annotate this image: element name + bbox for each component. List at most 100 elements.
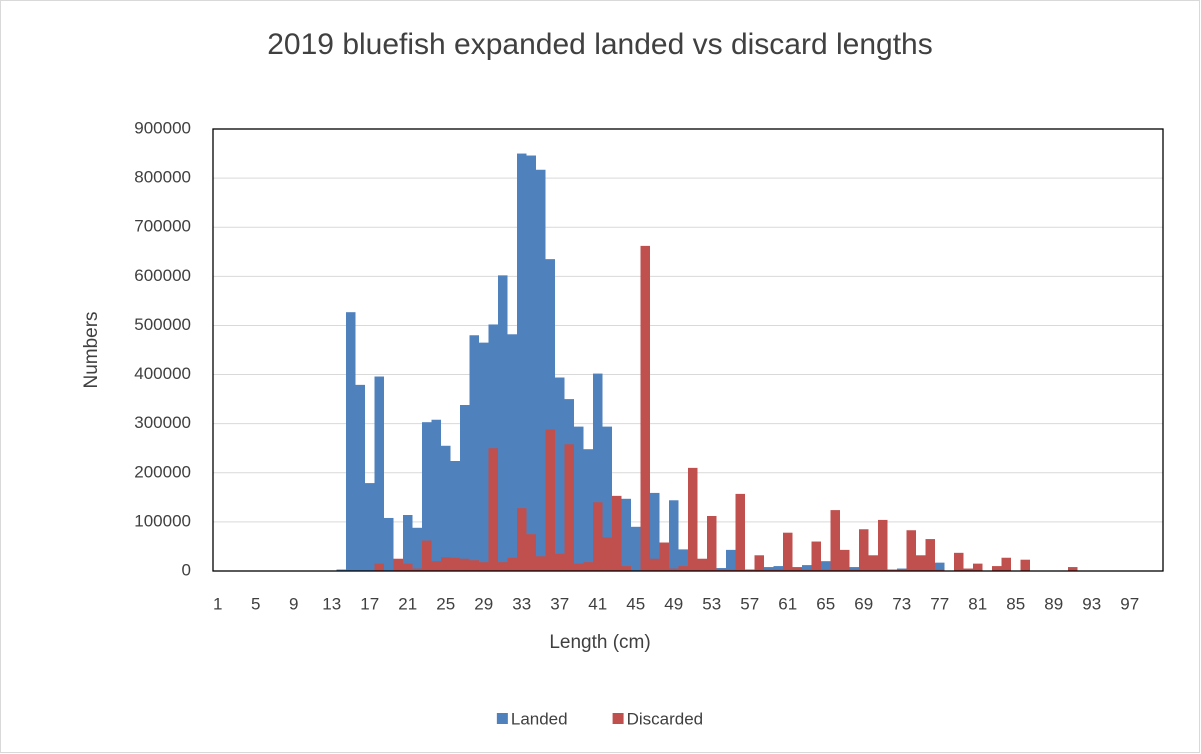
x-tick-label: 5 [251, 594, 260, 613]
x-tick-label: 37 [550, 594, 569, 613]
bar [963, 568, 973, 571]
bar [764, 569, 774, 571]
x-tick-label: 89 [1044, 594, 1063, 613]
bar [678, 549, 688, 571]
bar [992, 566, 1002, 571]
bar [868, 555, 878, 571]
bar [726, 569, 736, 571]
bar [916, 555, 926, 571]
bar [403, 515, 413, 571]
y-tick-label: 600000 [134, 266, 191, 285]
bar [1020, 559, 1030, 571]
y-tick-label: 200000 [134, 462, 191, 481]
bar [783, 532, 793, 571]
bar [935, 569, 945, 571]
bar [460, 558, 470, 571]
y-tick-label: 900000 [134, 118, 191, 137]
bar [650, 558, 660, 571]
bar [840, 549, 850, 571]
bar [536, 169, 546, 572]
bar [498, 275, 508, 571]
bar [365, 483, 375, 571]
bar [802, 569, 812, 571]
bar [745, 569, 755, 571]
y-tick-label: 0 [182, 560, 191, 579]
y-tick-label: 700000 [134, 217, 191, 236]
bar [887, 569, 897, 571]
bar [621, 566, 631, 571]
x-tick-label: 77 [930, 594, 949, 613]
bar [802, 565, 812, 571]
bar [507, 334, 517, 571]
bar [640, 245, 650, 571]
bar [859, 529, 869, 571]
bar [526, 534, 536, 571]
bar [555, 377, 565, 571]
x-tick-label: 45 [626, 594, 645, 613]
bar [849, 567, 859, 571]
bar [726, 549, 736, 571]
x-tick-label: 97 [1120, 594, 1139, 613]
bar [707, 515, 717, 571]
bar [441, 557, 451, 571]
y-tick-label: 100000 [134, 511, 191, 530]
bar [716, 569, 726, 571]
bar [697, 558, 707, 571]
bar [773, 569, 783, 571]
bar [574, 563, 584, 571]
bar [450, 460, 460, 571]
bar [621, 498, 631, 571]
x-tick-label: 33 [512, 594, 531, 613]
plot-area-border [212, 128, 1164, 572]
bar [488, 324, 498, 571]
bar [897, 569, 907, 571]
bar [517, 508, 527, 571]
x-tick-label: 25 [436, 594, 455, 613]
x-tick-label: 81 [968, 594, 987, 613]
bar [374, 563, 384, 571]
bar [583, 449, 593, 571]
bar [811, 541, 821, 571]
bar [422, 422, 432, 571]
bar [545, 429, 555, 571]
bar [498, 562, 508, 571]
bar [469, 560, 479, 571]
bar [431, 561, 441, 571]
bar [517, 153, 527, 572]
bar [346, 312, 356, 571]
bar [849, 569, 859, 571]
bar [688, 467, 698, 571]
bar [954, 552, 964, 571]
bar [906, 530, 916, 571]
bar [460, 405, 470, 571]
bar [602, 426, 612, 571]
bar [792, 567, 802, 571]
bar [830, 510, 840, 571]
x-tick-label: 17 [360, 594, 379, 613]
x-tick-label: 65 [816, 594, 835, 613]
x-tick-label: 41 [588, 594, 607, 613]
x-tick-label: 73 [892, 594, 911, 613]
bar [935, 562, 945, 571]
bar [545, 259, 555, 571]
x-tick-label: 69 [854, 594, 873, 613]
bar [754, 555, 764, 571]
bar [555, 553, 565, 571]
bar [412, 527, 422, 571]
bar [602, 537, 612, 571]
bar [384, 517, 394, 571]
bar [659, 542, 669, 571]
bar [422, 540, 432, 571]
bar [669, 568, 679, 571]
x-axis-title: Length (cm) [549, 632, 650, 653]
legend-label: Landed [511, 709, 568, 728]
x-tick-label: 9 [289, 594, 298, 613]
bar [821, 569, 831, 571]
bar [431, 419, 441, 571]
bar [878, 519, 888, 571]
bar [593, 373, 603, 571]
bar [593, 502, 603, 571]
x-tick-label: 29 [474, 594, 493, 613]
bar [479, 342, 489, 571]
